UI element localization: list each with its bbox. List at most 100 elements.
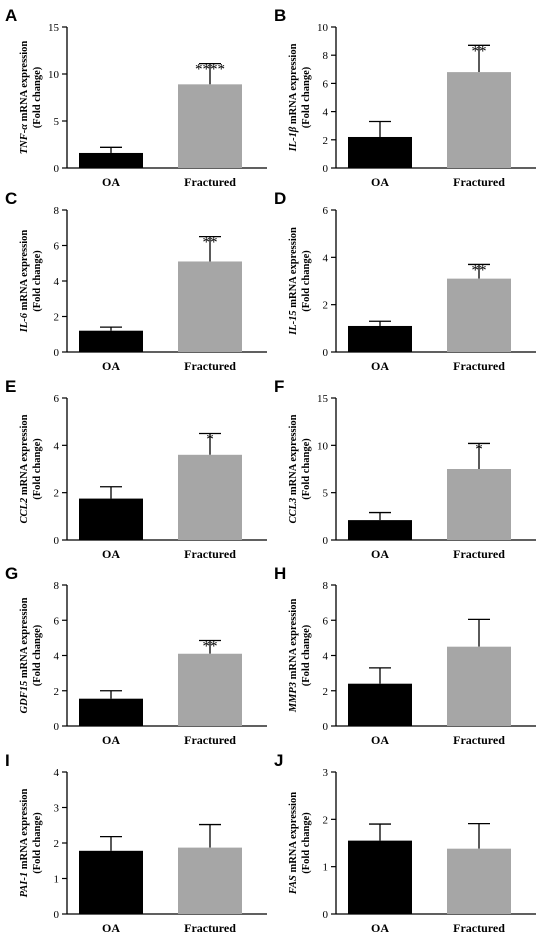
y-axis-suffix: mRNA expression xyxy=(288,599,299,682)
y-tick-label: 0 xyxy=(323,909,329,921)
x-category-label: Fractured xyxy=(184,547,236,561)
panel-g: G GDF15 mRNA expression (Fold change) 0 2 4 6 8… xyxy=(5,564,267,747)
x-category-label: Fractured xyxy=(453,547,505,561)
panel-j: J FAS mRNA expression (Fold change) 0 1 2 3 OA F… xyxy=(274,751,536,935)
y-tick-label: 6 xyxy=(323,615,329,627)
y-tick-label: 3 xyxy=(323,767,329,779)
y-tick-label: 6 xyxy=(54,241,60,253)
y-tick-label: 2 xyxy=(323,300,329,312)
bar-fractured xyxy=(447,848,511,914)
x-category-label: Fractured xyxy=(184,359,236,373)
y-axis-gene: CCL2 xyxy=(19,497,30,523)
y-tick-label: 5 xyxy=(323,488,329,500)
x-category-label: OA xyxy=(371,733,389,747)
bar-oa xyxy=(79,850,143,914)
y-tick-label: 4 xyxy=(54,767,60,779)
significance-label: ** xyxy=(472,262,487,278)
y-tick-label: 2 xyxy=(323,686,329,698)
y-axis-gene: IL-6 xyxy=(19,312,30,333)
y-axis-gene: FAS xyxy=(288,875,299,895)
y-tick-label: 0 xyxy=(54,535,60,547)
y-tick-label: 6 xyxy=(54,393,60,405)
y-tick-label: 4 xyxy=(54,276,60,288)
panel-letter: A xyxy=(5,6,17,25)
y-axis-title: IL-15 mRNA expression xyxy=(288,227,299,336)
x-category-label: Fractured xyxy=(453,359,505,373)
y-axis-gene: PAI-1 xyxy=(19,872,30,897)
y-axis-title: CCL3 mRNA expression xyxy=(288,414,299,523)
panel-c: C IL-6 mRNA expression (Fold change) 0 2 4 6 8 O… xyxy=(5,189,267,373)
y-tick-label: 8 xyxy=(323,50,329,62)
y-axis-subtitle: (Fold change) xyxy=(301,250,312,312)
y-tick-label: 10 xyxy=(317,440,329,452)
y-tick-label: 4 xyxy=(323,651,329,663)
x-category-label: OA xyxy=(371,359,389,373)
bar-fractured xyxy=(178,653,242,726)
panel-f: F CCL3 mRNA expression (Fold change) 0 5 10 15… xyxy=(274,377,536,561)
y-tick-label: 0 xyxy=(54,721,60,733)
panel-a: A TNF-α mRNA expression (Fold change) 0 5 10 1… xyxy=(5,6,267,189)
y-axis-subtitle: (Fold change) xyxy=(32,250,43,312)
y-tick-label: 0 xyxy=(54,909,60,921)
y-tick-label: 6 xyxy=(54,615,60,627)
y-axis-subtitle: (Fold change) xyxy=(301,812,312,874)
bar-oa xyxy=(348,683,412,726)
x-category-label: Fractured xyxy=(184,175,236,189)
x-category-label: Fractured xyxy=(184,921,236,935)
y-axis-title: FAS mRNA expression xyxy=(288,792,299,895)
x-category-label: OA xyxy=(102,547,120,561)
significance-label: * xyxy=(206,432,214,448)
y-axis-subtitle: (Fold change) xyxy=(301,66,312,128)
y-tick-label: 2 xyxy=(54,686,60,698)
y-tick-label: 0 xyxy=(54,163,60,175)
y-tick-label: 1 xyxy=(54,874,60,886)
y-axis-suffix: mRNA expression xyxy=(19,41,30,124)
bar-fractured xyxy=(447,646,511,726)
panel-letter: G xyxy=(5,564,18,583)
bar-oa xyxy=(348,520,412,540)
y-axis-subtitle: (Fold change) xyxy=(301,624,312,686)
bar-oa xyxy=(79,152,143,168)
x-category-label: OA xyxy=(102,359,120,373)
y-tick-label: 10 xyxy=(48,69,60,81)
y-axis-subtitle: (Fold change) xyxy=(32,624,43,686)
panel-i: I PAI-1 mRNA expression (Fold change) 0 1 2 3 4… xyxy=(5,751,267,935)
x-category-label: Fractured xyxy=(453,175,505,189)
y-tick-label: 15 xyxy=(48,22,60,34)
significance-label: ** xyxy=(203,639,218,655)
x-category-label: OA xyxy=(102,921,120,935)
y-tick-label: 6 xyxy=(323,205,329,217)
y-tick-label: 0 xyxy=(54,347,60,359)
significance-label: ** xyxy=(203,235,218,251)
x-category-label: Fractured xyxy=(453,733,505,747)
y-tick-label: 8 xyxy=(323,580,329,592)
y-axis-subtitle: (Fold change) xyxy=(32,812,43,874)
x-category-label: OA xyxy=(371,175,389,189)
y-axis-gene: IL-15 xyxy=(288,310,299,336)
bar-fractured xyxy=(178,84,242,168)
panel-letter: D xyxy=(274,189,286,208)
y-tick-label: 6 xyxy=(323,78,329,90)
panel-letter: B xyxy=(274,6,286,25)
y-tick-label: 2 xyxy=(54,488,60,500)
significance-label: **** xyxy=(195,62,225,78)
y-tick-label: 10 xyxy=(317,22,329,34)
bar-fractured xyxy=(178,847,242,914)
panel-d: D IL-15 mRNA expression (Fold change) 0 2 4 6 O… xyxy=(274,189,536,373)
y-tick-label: 15 xyxy=(317,393,329,405)
y-axis-subtitle: (Fold change) xyxy=(301,438,312,500)
y-axis-suffix: mRNA expression xyxy=(288,43,299,126)
bar-oa xyxy=(79,330,143,352)
y-axis-suffix: mRNA expression xyxy=(19,414,30,497)
y-tick-label: 4 xyxy=(323,252,329,264)
x-category-label: Fractured xyxy=(184,733,236,747)
y-axis-subtitle: (Fold change) xyxy=(32,66,43,128)
bar-oa xyxy=(79,498,143,540)
bar-fractured xyxy=(178,261,242,352)
bar-fractured xyxy=(447,278,511,352)
y-axis-subtitle: (Fold change) xyxy=(32,438,43,500)
panel-b: B IL-1β mRNA expression (Fold change) 0 2 4 6 8… xyxy=(274,6,536,189)
y-axis-title: PAI-1 mRNA expression xyxy=(19,788,30,897)
y-tick-label: 1 xyxy=(323,862,329,874)
